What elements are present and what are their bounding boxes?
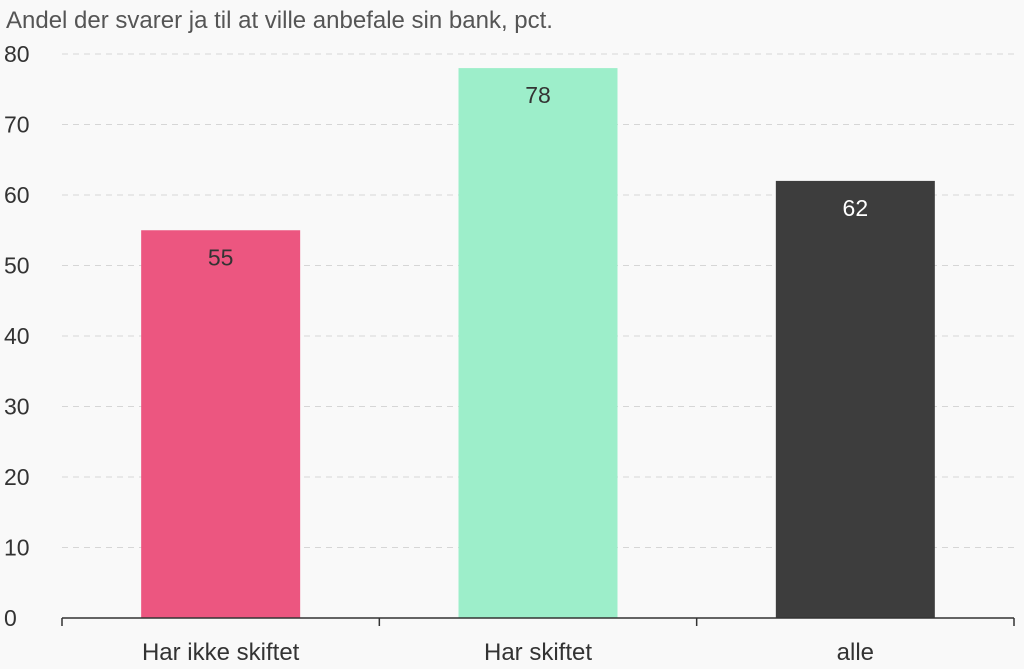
bar	[775, 180, 935, 618]
y-tick-label: 70	[4, 112, 30, 138]
y-tick-label: 50	[4, 253, 30, 279]
x-axis	[61, 617, 1015, 626]
y-tick-label: 30	[4, 394, 30, 420]
x-category-label: alle	[837, 639, 874, 666]
bar	[141, 230, 301, 618]
y-tick-label: 0	[4, 605, 17, 631]
y-tick-label: 60	[4, 182, 30, 208]
bar-value-label: 78	[525, 82, 551, 108]
y-tick-label: 80	[4, 41, 30, 67]
x-category-label: Har skiftet	[484, 639, 592, 666]
bar-value-label: 62	[843, 195, 869, 221]
y-tick-label: 20	[4, 464, 30, 490]
x-category-label: Har ikke skiftet	[142, 639, 300, 666]
bar-value-label: 55	[208, 244, 234, 270]
y-tick-label: 10	[4, 535, 30, 561]
y-tick-label: 40	[4, 323, 30, 349]
bars: 55 78 62	[141, 68, 935, 619]
chart-title: Andel der svarer ja til at ville anbefal…	[6, 7, 553, 34]
bar	[458, 68, 618, 619]
y-axis-ticks: 0 10 20 30 40 50 60 70 80	[4, 41, 30, 631]
x-axis-categories: Har ikke skiftet Har skiftet alle	[142, 639, 874, 666]
